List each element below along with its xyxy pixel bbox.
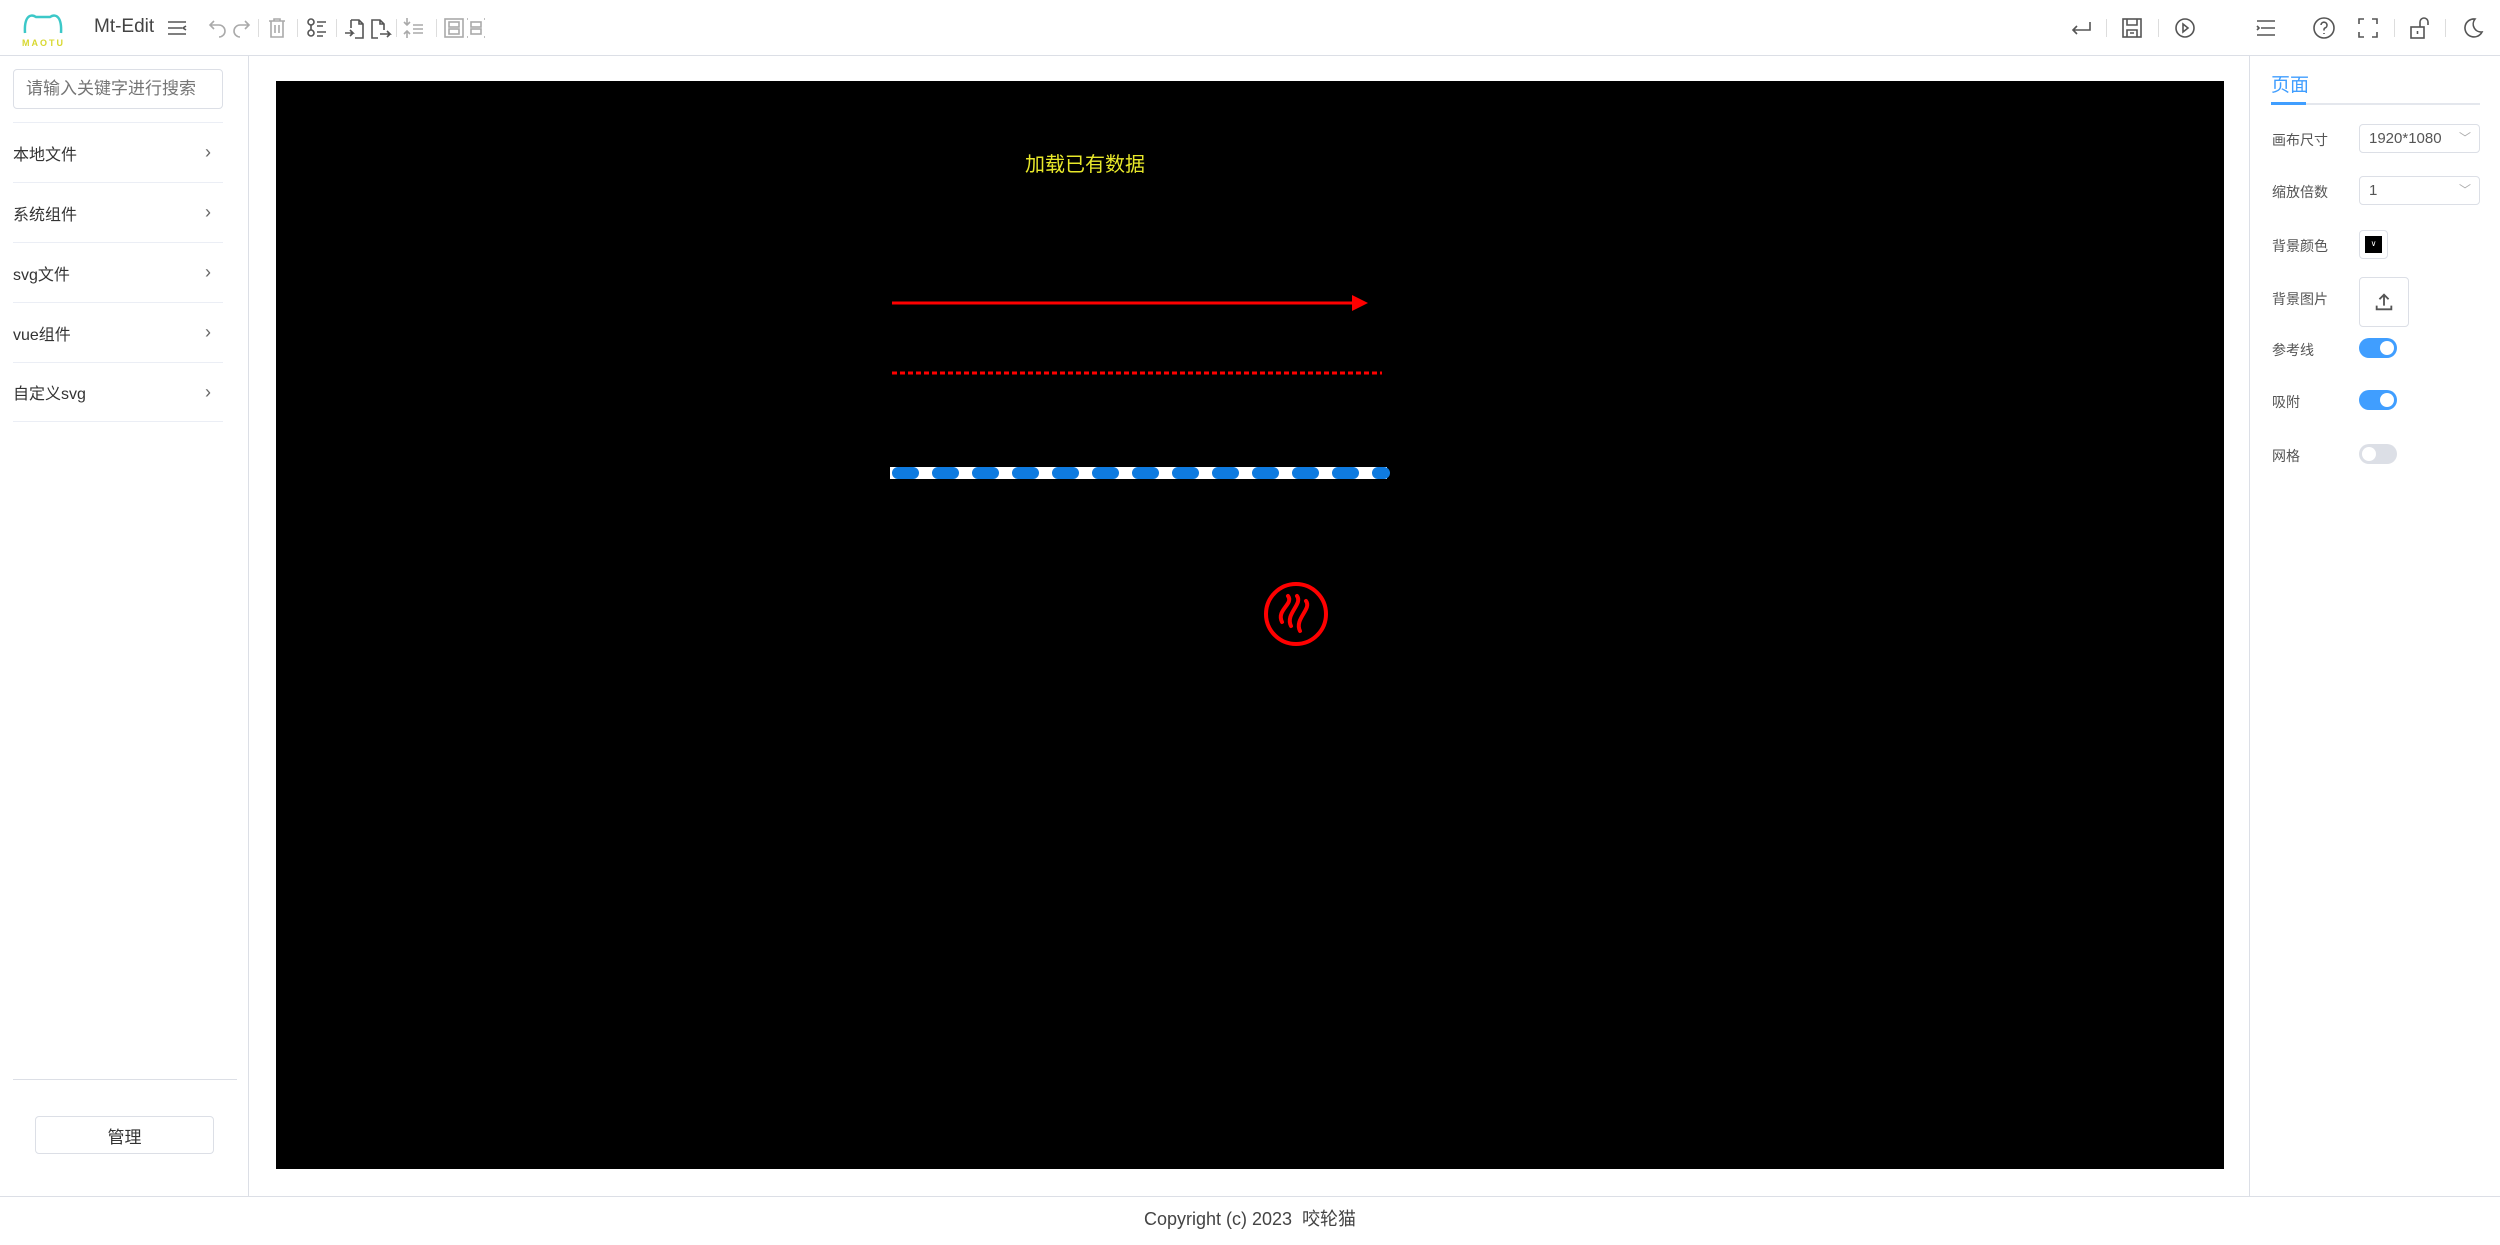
app-title: Mt-Edit: [94, 16, 155, 37]
divider: [2394, 19, 2395, 37]
divider: [297, 19, 298, 37]
select-value: 1: [2369, 182, 2378, 199]
chevron-down-icon: ∨: [2365, 236, 2382, 253]
heating-symbol-icon[interactable]: [1264, 582, 1328, 646]
footer: Copyright (c) 2023 咬轮猫: [0, 1196, 2500, 1245]
guides-toggle[interactable]: [2359, 338, 2397, 358]
zoom-select[interactable]: 1 ﹀: [2359, 176, 2480, 205]
item-label: 系统组件: [13, 206, 78, 224]
export-file-icon[interactable]: [367, 14, 393, 42]
divider: [2158, 19, 2159, 37]
import-file-icon[interactable]: [342, 14, 368, 42]
arrow-line-element[interactable]: [892, 295, 1368, 311]
bg-color-picker[interactable]: ∨: [2359, 230, 2388, 259]
canvas-size-label: 画布尺寸: [2272, 132, 2328, 148]
chevron-right-icon: ›: [205, 262, 211, 282]
sidebar-item-local-files[interactable]: 本地文件 ›: [13, 122, 223, 182]
tab-bar: [2271, 103, 2480, 105]
divider: [2106, 19, 2107, 37]
bg-image-label: 背景图片: [2272, 291, 2328, 307]
chevron-down-icon: ﹀: [2458, 183, 2471, 197]
search-input[interactable]: [13, 69, 223, 109]
divider: [336, 19, 337, 37]
grid-label: 网格: [2272, 448, 2300, 464]
snap-label: 吸附: [2272, 394, 2300, 410]
left-sidebar: 本地文件 › 系统组件 › svg文件 › vue组件 › 自定义svg › 管理: [0, 56, 249, 1196]
unlock-icon[interactable]: [2407, 14, 2433, 42]
layers-list-icon[interactable]: [2253, 14, 2279, 42]
flow-line-element[interactable]: [890, 467, 1390, 479]
copyright-text: Copyright (c) 2023 咬轮猫: [1143, 1209, 1357, 1229]
canvas-text-element[interactable]: 加载已有数据: [1025, 154, 1145, 176]
return-icon[interactable]: [2068, 14, 2094, 42]
manage-button[interactable]: 管理: [35, 1116, 214, 1154]
fullscreen-icon[interactable]: [2355, 14, 2381, 42]
line-spacing-icon[interactable]: [400, 14, 426, 42]
item-label: 自定义svg: [13, 386, 86, 403]
delete-icon[interactable]: [264, 14, 290, 42]
sidebar-item-custom-svg[interactable]: 自定义svg ›: [13, 362, 223, 422]
top-toolbar: MAOTU Mt-Edit: [0, 0, 2500, 56]
chevron-right-icon: ›: [205, 381, 211, 402]
sidebar-item-svg-files[interactable]: svg文件 ›: [13, 242, 223, 302]
group-icon[interactable]: [441, 14, 467, 42]
properties-panel: 页面 画布尺寸 1920*1080 ﹀ 缩放倍数 1 ﹀ 背景颜色 ∨ 背景图片 参…: [2249, 56, 2500, 1196]
divider: [258, 19, 259, 37]
bg-image-upload-button[interactable]: [2359, 277, 2409, 327]
editor-canvas[interactable]: 加载已有数据: [276, 81, 2224, 1169]
canvas-size-select[interactable]: 1920*1080 ﹀: [2359, 124, 2480, 153]
divider: [13, 1079, 237, 1080]
save-icon[interactable]: [2119, 14, 2145, 42]
item-label: 本地文件: [13, 146, 78, 164]
collapse-menu-icon[interactable]: [164, 14, 190, 42]
chevron-down-icon: ﹀: [2458, 131, 2471, 145]
select-list-icon[interactable]: [304, 14, 330, 42]
grid-toggle[interactable]: [2359, 444, 2397, 464]
select-value: 1920*1080: [2369, 130, 2442, 147]
sidebar-item-system-components[interactable]: 系统组件 ›: [13, 182, 223, 242]
help-icon[interactable]: [2311, 14, 2337, 42]
dark-mode-moon-icon[interactable]: [2460, 14, 2486, 42]
maotu-logo: MAOTU: [22, 9, 64, 48]
divider: [436, 19, 437, 37]
divider: [396, 19, 397, 37]
chevron-right-icon: ›: [205, 322, 211, 342]
item-label: svg文件: [13, 266, 70, 284]
bg-color-label: 背景颜色: [2272, 238, 2328, 254]
ungroup-icon[interactable]: [463, 14, 489, 42]
tab-page[interactable]: 页面: [2271, 75, 2310, 96]
upload-icon: [2375, 293, 2393, 311]
snap-toggle[interactable]: [2359, 390, 2397, 410]
guides-label: 参考线: [2272, 342, 2314, 358]
chevron-right-icon: ›: [205, 202, 211, 222]
preview-play-icon[interactable]: [2172, 14, 2198, 42]
tab-active-indicator: [2271, 102, 2306, 105]
item-label: vue组件: [13, 326, 71, 344]
chevron-right-icon: ›: [205, 142, 211, 162]
redo-icon[interactable]: [228, 14, 254, 42]
zoom-label: 缩放倍数: [2272, 184, 2328, 200]
sidebar-item-vue-components[interactable]: vue组件 ›: [13, 302, 223, 362]
undo-icon[interactable]: [205, 14, 231, 42]
divider: [2445, 19, 2446, 37]
